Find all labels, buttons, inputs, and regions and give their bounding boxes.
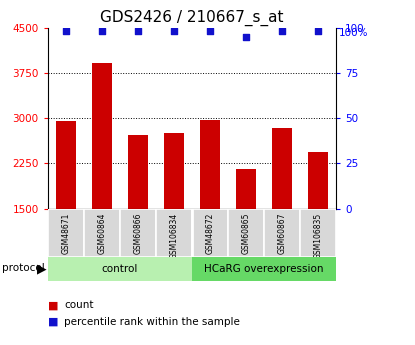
Text: protocol: protocol — [2, 264, 45, 273]
Point — [207, 28, 213, 34]
Bar — [156, 209, 192, 257]
Text: GSM60864: GSM60864 — [97, 213, 106, 254]
Bar — [84, 209, 120, 257]
Bar — [128, 135, 148, 209]
Bar — [192, 209, 228, 257]
Text: GSM48672: GSM48672 — [205, 213, 215, 254]
Bar — [272, 128, 292, 209]
Title: GDS2426 / 210667_s_at: GDS2426 / 210667_s_at — [100, 10, 284, 26]
Text: GSM48671: GSM48671 — [61, 213, 70, 254]
Bar — [228, 209, 264, 257]
Point — [171, 28, 177, 34]
Text: GSM60867: GSM60867 — [278, 213, 287, 254]
Bar — [308, 152, 328, 209]
Point — [134, 28, 141, 34]
Point — [98, 28, 105, 34]
Bar — [48, 209, 84, 257]
Bar — [192, 257, 336, 281]
Text: ■: ■ — [48, 300, 58, 310]
Point — [62, 28, 69, 34]
Text: HCaRG overexpression: HCaRG overexpression — [204, 264, 324, 274]
Bar — [92, 62, 112, 209]
Text: count: count — [64, 300, 94, 310]
Text: 100%: 100% — [339, 28, 369, 38]
Text: ■: ■ — [48, 317, 58, 326]
Point — [243, 34, 249, 39]
Bar — [48, 257, 192, 281]
Bar — [120, 209, 156, 257]
Bar — [164, 132, 184, 209]
Point — [279, 28, 286, 34]
Text: GSM106835: GSM106835 — [314, 213, 322, 259]
Bar — [300, 209, 336, 257]
Bar — [264, 209, 300, 257]
Bar — [56, 121, 76, 209]
Text: GSM106834: GSM106834 — [169, 213, 178, 259]
Text: percentile rank within the sample: percentile rank within the sample — [64, 317, 240, 326]
Text: GSM60865: GSM60865 — [242, 213, 251, 254]
Point — [315, 28, 322, 34]
Text: control: control — [102, 264, 138, 274]
Bar — [236, 169, 256, 209]
Text: ▶: ▶ — [37, 262, 46, 275]
Text: GSM60866: GSM60866 — [133, 213, 142, 254]
Bar — [200, 120, 220, 209]
